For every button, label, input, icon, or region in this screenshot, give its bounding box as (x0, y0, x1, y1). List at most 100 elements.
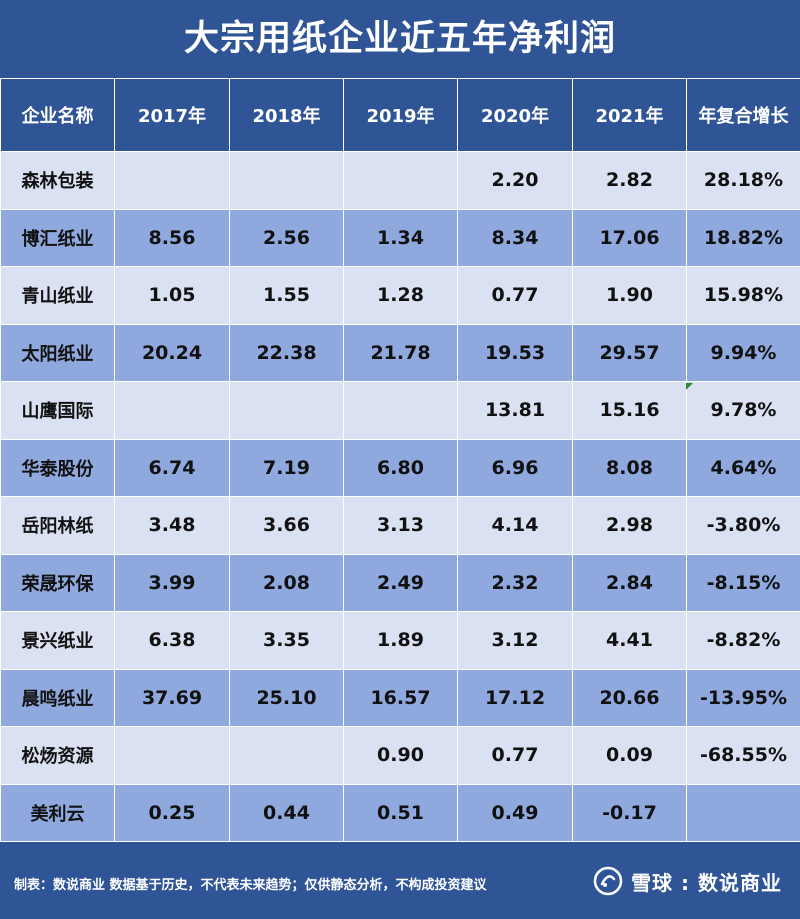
header-cell: 2020年 (457, 78, 573, 152)
value-cell: 2.08 (229, 553, 344, 612)
value-cell: 15.98% (686, 266, 800, 325)
table-row: 华泰股份 6.74 7.19 6.80 6.96 8.08 4.64% (0, 438, 800, 497)
value-cell: 37.69 (114, 668, 230, 727)
value-cell: 29.57 (572, 323, 687, 382)
value-cell: 4.41 (572, 611, 687, 670)
value-cell: -3.80% (686, 496, 800, 555)
header-cell: 企业名称 (0, 78, 115, 152)
company-name-cell: 晨鸣纸业 (0, 668, 115, 727)
value-cell (114, 726, 230, 785)
comment-marker-icon (686, 383, 693, 390)
value-cell: 2.98 (572, 496, 687, 555)
header-cell: 年复合增长 (686, 78, 800, 152)
value-cell: 20.24 (114, 323, 230, 382)
value-cell: 21.78 (343, 323, 458, 382)
value-cell: 4.64% (686, 438, 800, 497)
value-cell: 2.56 (229, 208, 344, 267)
value-cell: -68.55% (686, 726, 800, 785)
value-cell: 13.81 (457, 381, 573, 440)
brand-label: 雪球 : 数说商业 (631, 870, 782, 895)
company-name-cell: 岳阳林纸 (0, 496, 115, 555)
header-row: 企业名称 2017年 2018年 2019年 2020年 2021年 年复合增长 (0, 78, 800, 152)
company-name-cell: 松炀资源 (0, 726, 115, 785)
value-cell: 3.99 (114, 553, 230, 612)
profit-table: 企业名称 2017年 2018年 2019年 2020年 2021年 年复合增长… (0, 78, 800, 842)
value-cell: 0.44 (229, 783, 344, 842)
value-cell: 0.25 (114, 783, 230, 842)
value-cell: 6.38 (114, 611, 230, 670)
value-cell: 2.84 (572, 553, 687, 612)
value-cell: 19.53 (457, 323, 573, 382)
value-cell: 3.13 (343, 496, 458, 555)
company-name-cell: 博汇纸业 (0, 208, 115, 267)
table-row: 美利云 0.25 0.44 0.51 0.49 -0.17 (0, 783, 800, 842)
value-cell: 8.56 (114, 208, 230, 267)
footer-note: 制表：数说商业 数据基于历史，不代表未来趋势；仅供静态分析，不构成投资建议 (14, 878, 487, 893)
table-row: 松炀资源 0.90 0.77 0.09 -68.55% (0, 726, 800, 785)
value-cell: 1.05 (114, 266, 230, 325)
value-cell: -8.15% (686, 553, 800, 612)
value-cell: -0.17 (572, 783, 687, 842)
value-cell: 28.18% (686, 151, 800, 210)
value-cell: 0.51 (343, 783, 458, 842)
header-cell: 2021年 (572, 78, 687, 152)
value-cell: 2.82 (572, 151, 687, 210)
chart-title: 大宗用纸企业近五年净利润 (183, 19, 616, 59)
value-cell: 17.12 (457, 668, 573, 727)
value-cell: -8.82% (686, 611, 800, 670)
value-cell: 0.49 (457, 783, 573, 842)
xueqiu-snowball-icon (593, 866, 623, 896)
value-cell: 1.89 (343, 611, 458, 670)
table-body: 森林包装 2.20 2.82 28.18% 博汇纸业 8.56 2.56 1.34 8.34 17… (0, 151, 800, 842)
value-cell: 3.35 (229, 611, 344, 670)
value-cell: 16.57 (343, 668, 458, 727)
brand: 雪球 : 数说商业 (593, 866, 782, 896)
value-cell: 4.14 (457, 496, 573, 555)
value-cell (343, 381, 458, 440)
company-name-cell: 太阳纸业 (0, 323, 115, 382)
value-cell (686, 783, 800, 842)
value-cell: 3.48 (114, 496, 230, 555)
table-row: 森林包装 2.20 2.82 28.18% (0, 151, 800, 210)
header-cell: 2019年 (343, 78, 458, 152)
value-cell: 18.82% (686, 208, 800, 267)
value-cell: 2.49 (343, 553, 458, 612)
header-cell: 2018年 (229, 78, 344, 152)
company-name-cell: 荣晟环保 (0, 553, 115, 612)
value-cell (229, 726, 344, 785)
value-cell: 25.10 (229, 668, 344, 727)
value-cell: 8.34 (457, 208, 573, 267)
value-cell (229, 151, 344, 210)
table-row: 晨鸣纸业 37.69 25.10 16.57 17.12 20.66 -13.95% (0, 668, 800, 727)
value-cell: 20.66 (572, 668, 687, 727)
value-cell: 1.55 (229, 266, 344, 325)
table-row: 岳阳林纸 3.48 3.66 3.13 4.14 2.98 -3.80% (0, 496, 800, 555)
value-cell (114, 381, 230, 440)
table-row: 荣晟环保 3.99 2.08 2.49 2.32 2.84 -8.15% (0, 553, 800, 612)
value-cell: 1.90 (572, 266, 687, 325)
value-cell: 6.96 (457, 438, 573, 497)
table-row: 太阳纸业 20.24 22.38 21.78 19.53 29.57 9.94% (0, 323, 800, 382)
value-cell: 3.12 (457, 611, 573, 670)
value-cell: 6.74 (114, 438, 230, 497)
footer: 制表：数说商业 数据基于历史，不代表未来趋势；仅供静态分析，不构成投资建议 雪球… (0, 852, 800, 919)
table-row: 青山纸业 1.05 1.55 1.28 0.77 1.90 15.98% (0, 266, 800, 325)
company-name-cell: 青山纸业 (0, 266, 115, 325)
value-cell: 2.32 (457, 553, 573, 612)
value-cell: 8.08 (572, 438, 687, 497)
value-cell (114, 151, 230, 210)
company-name-cell: 美利云 (0, 783, 115, 842)
company-name-cell: 景兴纸业 (0, 611, 115, 670)
value-cell: 0.09 (572, 726, 687, 785)
value-cell: 1.34 (343, 208, 458, 267)
value-cell: 9.78% (686, 381, 800, 440)
value-cell: 22.38 (229, 323, 344, 382)
table-row: 景兴纸业 6.38 3.35 1.89 3.12 4.41 -8.82% (0, 611, 800, 670)
header-cell: 2017年 (114, 78, 230, 152)
value-cell: 0.77 (457, 726, 573, 785)
value-cell: 6.80 (343, 438, 458, 497)
company-name-cell: 华泰股份 (0, 438, 115, 497)
value-cell (343, 151, 458, 210)
company-name-cell: 森林包装 (0, 151, 115, 210)
